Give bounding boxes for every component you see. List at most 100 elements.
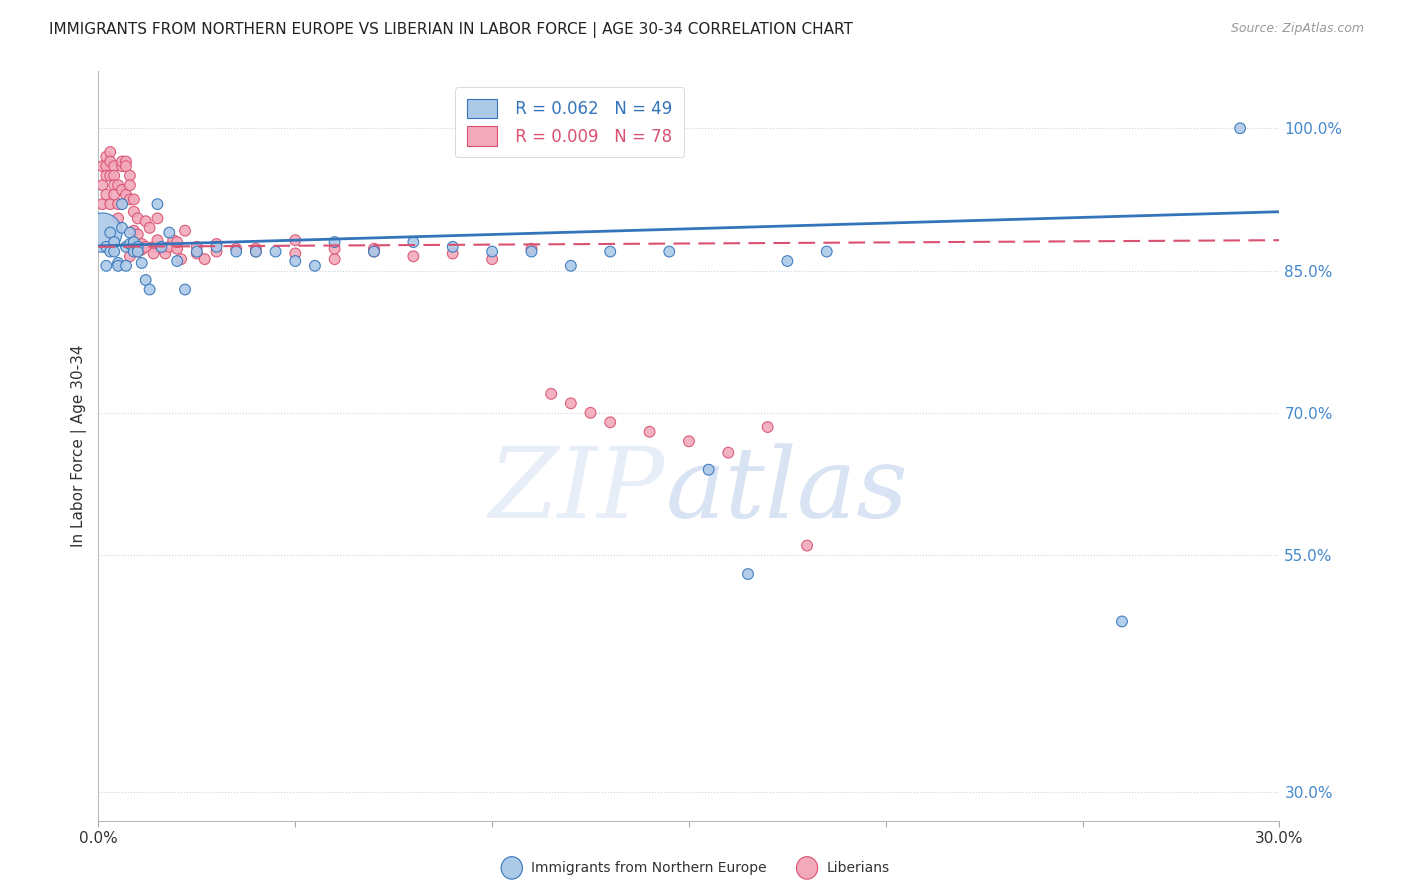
Circle shape bbox=[501, 856, 523, 880]
Text: Liberians: Liberians bbox=[827, 861, 890, 875]
Point bbox=[111, 197, 134, 211]
Point bbox=[1111, 615, 1133, 629]
Point bbox=[717, 445, 740, 459]
Point bbox=[96, 150, 118, 164]
Point bbox=[138, 220, 160, 235]
Point bbox=[284, 254, 307, 268]
Point bbox=[737, 567, 759, 582]
Point bbox=[157, 240, 180, 254]
Point bbox=[118, 193, 141, 207]
Point bbox=[122, 193, 145, 207]
Text: atlas: atlas bbox=[665, 443, 908, 539]
Point bbox=[91, 159, 114, 173]
Point bbox=[170, 252, 193, 267]
Point bbox=[98, 145, 121, 159]
Point bbox=[115, 259, 138, 273]
Point bbox=[323, 252, 346, 267]
Point bbox=[579, 406, 602, 420]
Point bbox=[162, 233, 184, 247]
Point bbox=[131, 237, 153, 252]
Point bbox=[658, 244, 681, 259]
Point bbox=[135, 214, 157, 228]
Point bbox=[135, 273, 157, 287]
Point bbox=[111, 220, 134, 235]
Point bbox=[96, 169, 118, 183]
Point bbox=[96, 240, 118, 254]
Point bbox=[245, 244, 267, 259]
Point bbox=[122, 224, 145, 238]
Point bbox=[402, 235, 425, 249]
Text: Immigrants from Northern Europe: Immigrants from Northern Europe bbox=[531, 861, 768, 875]
Point bbox=[103, 244, 125, 259]
Point bbox=[363, 242, 385, 256]
Point bbox=[166, 254, 188, 268]
Point bbox=[91, 178, 114, 193]
Point bbox=[107, 256, 129, 270]
Point bbox=[122, 244, 145, 259]
Point bbox=[245, 244, 267, 259]
Point bbox=[118, 237, 141, 252]
Point bbox=[599, 244, 621, 259]
Point bbox=[118, 178, 141, 193]
Point bbox=[103, 235, 125, 249]
Point bbox=[155, 246, 177, 260]
Point bbox=[323, 242, 346, 256]
Text: IMMIGRANTS FROM NORTHERN EUROPE VS LIBERIAN IN LABOR FORCE | AGE 30-34 CORRELATI: IMMIGRANTS FROM NORTHERN EUROPE VS LIBER… bbox=[49, 22, 853, 38]
Point bbox=[678, 434, 700, 449]
Point bbox=[127, 211, 149, 226]
Point bbox=[304, 259, 326, 273]
Point bbox=[98, 154, 121, 169]
Point bbox=[756, 420, 779, 434]
Point bbox=[284, 233, 307, 247]
Point bbox=[107, 178, 129, 193]
Point bbox=[127, 240, 149, 254]
Point bbox=[115, 240, 138, 254]
Point bbox=[186, 244, 208, 259]
Point bbox=[118, 249, 141, 263]
Point bbox=[142, 246, 165, 260]
Point bbox=[127, 244, 149, 259]
Point bbox=[107, 211, 129, 226]
Point bbox=[146, 197, 169, 211]
Point bbox=[225, 242, 247, 256]
Point bbox=[186, 240, 208, 254]
Point bbox=[174, 224, 197, 238]
Point bbox=[96, 187, 118, 202]
Point bbox=[174, 283, 197, 297]
Point bbox=[157, 226, 180, 240]
Point bbox=[135, 240, 157, 254]
Point bbox=[520, 244, 543, 259]
Point bbox=[118, 226, 141, 240]
Point bbox=[115, 159, 138, 173]
Point bbox=[205, 240, 228, 254]
Point bbox=[131, 256, 153, 270]
Point bbox=[138, 283, 160, 297]
Point bbox=[225, 244, 247, 259]
Point bbox=[796, 539, 818, 553]
Point bbox=[166, 235, 188, 249]
Point bbox=[118, 169, 141, 183]
Point bbox=[481, 252, 503, 267]
Point bbox=[122, 204, 145, 219]
Point bbox=[560, 396, 582, 410]
Point bbox=[98, 226, 121, 240]
Point bbox=[103, 159, 125, 173]
Point bbox=[115, 187, 138, 202]
Circle shape bbox=[796, 856, 818, 880]
Point bbox=[111, 159, 134, 173]
Point bbox=[150, 242, 173, 256]
Point bbox=[481, 244, 503, 259]
Point bbox=[103, 178, 125, 193]
Point bbox=[103, 169, 125, 183]
Legend:  R = 0.062   N = 49,  R = 0.009   N = 78: R = 0.062 N = 49, R = 0.009 N = 78 bbox=[456, 87, 685, 157]
Point bbox=[96, 259, 118, 273]
Point bbox=[284, 246, 307, 260]
Point bbox=[540, 387, 562, 401]
Point bbox=[441, 246, 464, 260]
Point bbox=[98, 169, 121, 183]
Point bbox=[264, 244, 287, 259]
Point bbox=[103, 187, 125, 202]
Point bbox=[107, 259, 129, 273]
Point bbox=[146, 211, 169, 226]
Point bbox=[91, 197, 114, 211]
